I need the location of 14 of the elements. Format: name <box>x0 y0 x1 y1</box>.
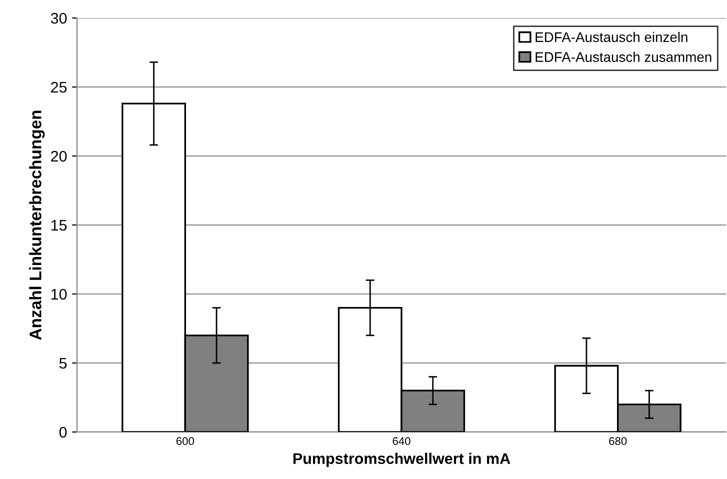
y-tick-label: 15 <box>51 220 67 231</box>
legend-label: EDFA-Austausch zusammen <box>536 52 712 62</box>
legend-label: EDFA-Austausch einzeln <box>536 32 688 42</box>
y-tick-label: 30 <box>50 12 67 24</box>
x-tick-label: 680 <box>609 437 627 446</box>
y-tick-label: 20 <box>51 150 67 162</box>
y-tick-label: 25 <box>51 82 67 93</box>
y-tick-label: 5 <box>59 358 67 369</box>
y-tick-label: 0 <box>59 426 67 438</box>
x-axis-title: Pumpstromschwellwert in mA <box>293 452 510 468</box>
y-tick-label: 10 <box>51 288 67 300</box>
y-axis-title: Anzahl Linkunterbrechungen <box>29 110 45 340</box>
x-tick-label: 640 <box>392 437 410 446</box>
x-tick-label: 600 <box>176 437 194 446</box>
